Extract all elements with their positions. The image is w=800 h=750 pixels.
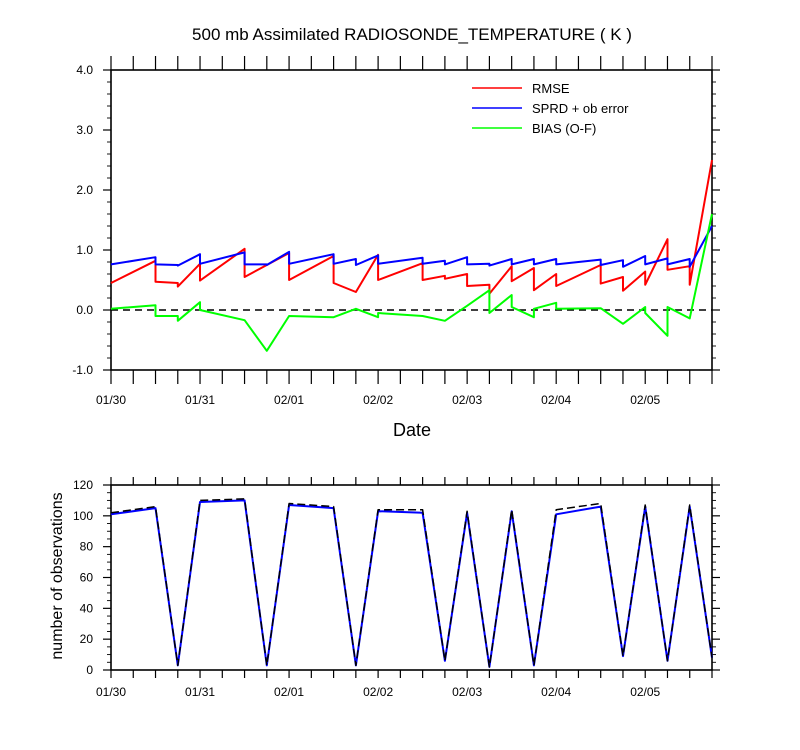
top-y-tick-label: 2.0 (76, 183, 93, 197)
top-y-tick-label: 1.0 (76, 243, 93, 257)
series-line-observations-used (110, 499, 713, 668)
legend-label: SPRD + ob error (532, 101, 629, 116)
series-line-rmse (110, 159, 713, 295)
bottom-x-tick-label: 01/31 (185, 685, 215, 699)
bottom-x-tick-label: 02/05 (630, 685, 660, 699)
bottom-y-tick-label: 100 (73, 509, 93, 523)
series-line-sprd-ob-error (110, 225, 713, 268)
series-line-observations-available (110, 498, 713, 668)
bottom-y-tick-label: 120 (73, 478, 93, 492)
bottom-y-tick-label: 40 (80, 601, 94, 615)
top-y-tick-label: 3.0 (76, 123, 93, 137)
top-x-tick-label: 02/03 (452, 393, 482, 407)
bottom-x-tick-label: 02/03 (452, 685, 482, 699)
top-y-tick-label: -1.0 (72, 363, 93, 377)
bottom-plot-panel: 01/30 01/31 02/01 02/02 02/03 02/04 02/05 0 20 40… (73, 477, 720, 699)
bottom-x-tick-label: 02/01 (274, 685, 304, 699)
bottom-y-tick-label: 60 (80, 571, 94, 585)
top-x-tick-label: 02/04 (541, 393, 571, 407)
bottom-y-tick-label: 0 (86, 663, 93, 677)
top-x-tick-label: 01/31 (185, 393, 215, 407)
top-plot-panel: 01/30 01/31 02/01 02/02 02/03 02/04 02/05 -1.0 0… (72, 56, 720, 407)
top-frame (110, 69, 713, 371)
x-axis-label: Date (393, 420, 431, 440)
bottom-x-tick-label: 02/02 (363, 685, 393, 699)
bottom-y-tick-label: 20 (80, 632, 94, 646)
top-x-tick-label: 02/05 (630, 393, 660, 407)
bottom-x-tick-label: 02/04 (541, 685, 571, 699)
top-y-tick-label: 0.0 (76, 303, 93, 317)
bottom-y-tick-label: 80 (80, 540, 94, 554)
top-x-tick-label: 02/02 (363, 393, 393, 407)
y-axis-label: number of observations (49, 492, 66, 659)
top-x-tick-label: 02/01 (274, 393, 304, 407)
chart-title: 500 mb Assimilated RADIOSONDE_TEMPERATUR… (192, 25, 632, 44)
legend-label: RMSE (532, 81, 570, 96)
bottom-x-tick-label: 01/30 (96, 685, 126, 699)
top-x-tick-label: 01/30 (96, 393, 126, 407)
top-y-tick-label: 4.0 (76, 63, 93, 77)
series-line-bias-o-f (110, 213, 713, 352)
legend-label: BIAS (O-F) (532, 121, 596, 136)
